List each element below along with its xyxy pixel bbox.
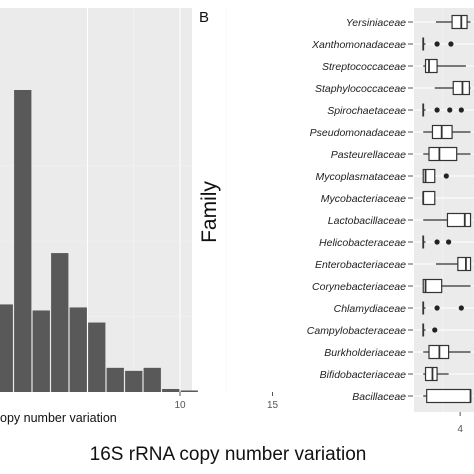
box <box>451 14 468 30</box>
histogram-bar <box>0 304 13 392</box>
family-label: Enterobacteriaceae <box>315 259 406 271</box>
family-label: Pasteurellaceae <box>331 149 406 161</box>
family-label: Bacillaceae <box>352 391 406 403</box>
bottom-x-axis-label: 16S rRNA copy number variation <box>90 444 367 465</box>
family-label: Mycoplasmataceae <box>316 171 407 183</box>
histogram-bar <box>14 90 32 392</box>
family-label: Helicobacteraceae <box>319 237 406 249</box>
boxplot-staphylococcaceae <box>434 80 471 96</box>
boxplot-mycoplasmataceae <box>422 168 449 184</box>
outlier-point <box>458 305 464 311</box>
histogram-bar <box>162 388 180 392</box>
boxplot-corynebacteriaceae <box>422 278 471 294</box>
panel-a-x-axis-label: opy number variation <box>0 411 117 425</box>
box <box>452 80 470 96</box>
box <box>422 278 443 294</box>
outlier-point <box>448 41 454 47</box>
panel-a-grid <box>0 8 273 392</box>
outlier-point <box>432 327 438 333</box>
boxplot-chlamydiaceae <box>422 301 464 315</box>
histogram-bar <box>51 253 69 392</box>
boxplot-xanthomonadaceae <box>422 37 454 51</box>
panel-a-tick-label: 15 <box>267 400 279 411</box>
boxplot-enterobacteriaceae <box>435 256 472 272</box>
box <box>424 366 438 382</box>
histogram-bar <box>125 370 143 392</box>
histogram-bar <box>88 322 106 392</box>
panel-b-letter: B <box>199 9 209 26</box>
family-label: Lactobacillaceae <box>328 215 406 227</box>
family-label: Spirochaetaceae <box>327 105 406 117</box>
panel-a-bars <box>0 90 198 392</box>
outlier-point <box>458 107 464 113</box>
boxplot-lactobacillaceae <box>423 212 472 228</box>
family-label: Mycobacteriaceae <box>321 193 406 205</box>
family-label: Yersiniaceae <box>346 17 406 29</box>
boxplot-spirochaetaceae <box>422 103 464 117</box>
panel-b-boxes <box>422 14 472 404</box>
boxplot-mycobacteriaceae <box>422 190 436 206</box>
panel-b-family-labels: Yersiniaceae Xanthomonadaceae Streptococca… <box>307 17 413 403</box>
boxplot-pseudomonadaceae <box>423 124 471 140</box>
box <box>428 146 458 162</box>
box <box>424 58 438 74</box>
box <box>446 212 472 228</box>
box <box>426 388 472 404</box>
boxplot-pasteurellaceae <box>423 146 471 162</box>
histogram-bar <box>106 367 124 392</box>
boxplot-campylobacteraceae <box>422 323 438 337</box>
outlier-point <box>434 107 440 113</box>
outlier-point <box>434 41 440 47</box>
boxplot-streptococcaceae <box>423 58 466 74</box>
family-label: Streptococcaceae <box>322 61 406 73</box>
histogram-bar <box>69 307 87 392</box>
family-label: Pseudomonadaceae <box>310 127 406 139</box>
histogram-bar <box>32 310 50 392</box>
panel-b-background <box>414 8 474 412</box>
outlier-point <box>447 107 453 113</box>
outlier-point <box>434 305 440 311</box>
outlier-point <box>446 239 452 245</box>
panel-b-y-axis-label: Family <box>198 181 221 243</box>
histogram-bar <box>180 390 198 392</box>
boxplot-helicobacteraceae <box>422 235 452 249</box>
panel-a-x-ticks: 10 15 <box>174 392 278 411</box>
panel-a-tick-label: 10 <box>174 400 186 411</box>
panel-a-histogram: 10 15 opy number variation <box>0 8 278 425</box>
family-label: Burkholderiaceae <box>324 347 406 359</box>
box <box>457 256 472 272</box>
outlier-point <box>434 239 440 245</box>
boxplot-burkholderiaceae <box>423 344 471 360</box>
panel-b-tick-label: 4 <box>457 424 463 435</box>
family-label: Corynebacteriaceae <box>312 281 406 293</box>
boxplot-yersiniaceae <box>435 14 471 30</box>
panel-b-x-ticks: 4 <box>457 412 463 435</box>
family-label: Xanthomonadaceae <box>311 39 406 51</box>
family-label: Bifidobacteriaceae <box>320 369 407 381</box>
boxplot-bifidobacteriaceae <box>423 366 449 382</box>
boxplot-bacillaceae <box>423 388 472 404</box>
box <box>422 168 436 184</box>
family-label: Staphylococcaceae <box>315 83 406 95</box>
family-label: Chlamydiaceae <box>334 303 407 315</box>
outlier-point <box>443 173 449 179</box>
panel-b-boxplot: B Yersiniaceae Xanthomonadaceae Streptococ… <box>198 8 474 435</box>
histogram-bar <box>143 367 161 392</box>
family-label: Campylobacteraceae <box>307 325 406 337</box>
box <box>422 190 436 206</box>
